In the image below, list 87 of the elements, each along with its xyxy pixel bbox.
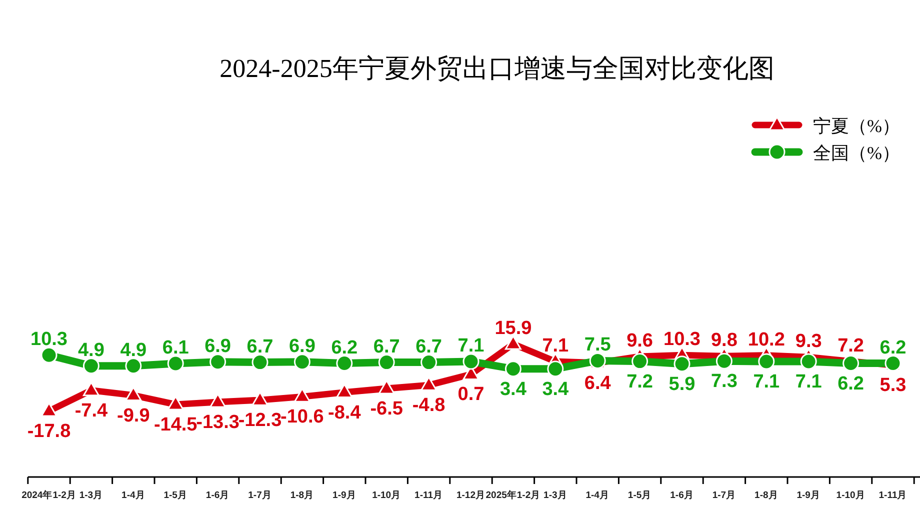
data-label: 5.9 xyxy=(668,374,696,395)
data-label: 4.9 xyxy=(120,340,147,361)
x-tick-label: 1-8月 xyxy=(290,490,314,501)
data-label: 7.1 xyxy=(753,371,780,392)
x-tick-label: 1-3月 xyxy=(544,490,568,501)
data-label: -10.6 xyxy=(280,406,324,428)
data-label: -14.5 xyxy=(154,414,198,436)
x-tick-label: 1-6月 xyxy=(206,490,230,501)
point xyxy=(632,353,648,370)
x-tick-label: 1-5月 xyxy=(164,490,188,501)
data-label: 9.6 xyxy=(626,330,654,352)
data-label: 6.4 xyxy=(584,372,612,394)
x-tick-label: 1-11月 xyxy=(878,490,908,501)
legend-label: 全国（%） xyxy=(813,143,900,163)
point xyxy=(210,354,226,370)
data-label: 6.9 xyxy=(288,336,316,357)
x-tick-label: 1-4月 xyxy=(122,490,146,501)
x-tick-label: 1-6月 xyxy=(670,490,694,501)
data-label: 10.3 xyxy=(30,329,68,350)
data-label: 7.2 xyxy=(838,335,864,356)
data-label: 7.1 xyxy=(795,371,822,392)
point xyxy=(336,355,353,372)
data-label: 10.2 xyxy=(748,329,785,350)
data-label: -12.3 xyxy=(238,410,282,432)
data-label: 6.1 xyxy=(162,337,190,358)
x-tick-label: 1-8月 xyxy=(754,490,778,501)
point xyxy=(800,353,817,370)
data-label: 6.7 xyxy=(373,336,400,358)
data-label: -8.4 xyxy=(328,402,362,424)
data-label: 3.4 xyxy=(542,378,570,400)
data-label: -4.8 xyxy=(412,395,446,416)
x-tick-label: 1-7月 xyxy=(712,490,736,501)
x-tick-label: 1-11月 xyxy=(414,490,444,501)
point xyxy=(842,355,860,372)
x-tick-label: 1-10月 xyxy=(372,490,402,501)
x-tick-label: 1-12月 xyxy=(456,490,486,501)
point xyxy=(504,360,522,378)
data-label: -9.9 xyxy=(117,405,150,426)
x-tick-label: 2025年1-2月 xyxy=(486,489,541,501)
point xyxy=(547,360,564,378)
point xyxy=(294,354,310,370)
data-label: 10.3 xyxy=(664,329,700,350)
x-tick-label: 1-9月 xyxy=(796,490,820,501)
point xyxy=(674,356,690,372)
chart-title: 2024-2025年宁夏外贸出口增速与全国对比变化图 xyxy=(220,54,774,83)
point xyxy=(336,384,353,398)
data-label: 6.9 xyxy=(204,336,232,357)
data-label: 7.1 xyxy=(458,335,485,356)
data-label: 5.3 xyxy=(880,375,906,396)
data-label: 7.5 xyxy=(584,334,612,356)
data-label: -17.8 xyxy=(27,421,71,442)
data-label: 3.4 xyxy=(500,378,527,400)
x-tick-label: 1-7月 xyxy=(248,490,272,501)
data-label: 0.7 xyxy=(458,384,484,406)
point xyxy=(125,386,142,402)
legend-label: 宁夏（%） xyxy=(813,116,900,136)
x-tick-label: 1-4月 xyxy=(586,490,610,501)
point xyxy=(420,354,438,371)
data-label: 7.2 xyxy=(626,371,654,392)
data-label: -6.5 xyxy=(370,398,404,420)
x-tick-label: 1-10月 xyxy=(836,490,866,501)
data-label: 9.3 xyxy=(795,331,822,352)
data-label: 7.1 xyxy=(542,335,570,356)
point xyxy=(82,358,100,374)
data-label: 4.9 xyxy=(78,340,104,361)
data-label: 6.7 xyxy=(416,336,442,358)
x-tick-label: 1-9月 xyxy=(332,490,356,501)
data-label: -7.4 xyxy=(74,400,108,422)
data-label: 7.3 xyxy=(710,371,738,392)
point xyxy=(758,353,775,370)
point xyxy=(716,352,732,370)
point xyxy=(378,354,395,371)
point xyxy=(40,346,58,364)
data-label: 6.2 xyxy=(880,337,906,358)
data-label: 6.7 xyxy=(246,336,274,358)
data-label: 9.8 xyxy=(710,330,738,352)
x-tick-label: 1-3月 xyxy=(79,490,104,501)
data-label: 15.9 xyxy=(494,318,532,339)
x-tick-label: 2024年1-2月 xyxy=(22,489,76,501)
point xyxy=(125,358,142,374)
point xyxy=(167,355,184,372)
data-label: -13.3 xyxy=(196,412,240,434)
point xyxy=(252,354,268,371)
data-label: 6.2 xyxy=(331,337,358,358)
point xyxy=(462,353,480,370)
x-tick-label: 1-5月 xyxy=(628,490,652,501)
data-label: 6.2 xyxy=(838,373,864,394)
